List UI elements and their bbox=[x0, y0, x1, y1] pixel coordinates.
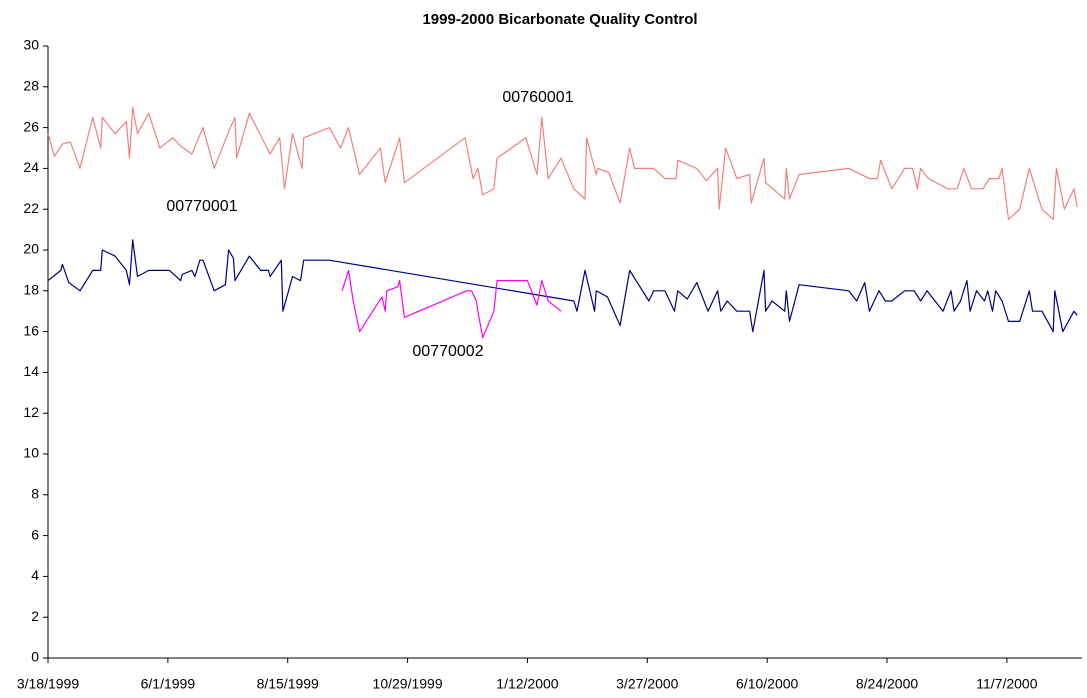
y-tick-label: 28 bbox=[23, 78, 39, 94]
series-line bbox=[341, 269, 562, 339]
y-tick-label: 10 bbox=[23, 445, 39, 461]
x-tick-label: 8/24/2000 bbox=[856, 676, 918, 692]
y-tick-label: 6 bbox=[31, 526, 39, 542]
y-tick-label: 4 bbox=[31, 567, 39, 583]
series-label: 00770002 bbox=[412, 343, 483, 360]
series-label: 00770001 bbox=[166, 198, 237, 215]
x-tick-label: 6/10/2000 bbox=[736, 676, 798, 692]
y-tick-label: 14 bbox=[23, 363, 39, 379]
x-tick-label: 1/12/2000 bbox=[496, 676, 558, 692]
y-tick-label: 30 bbox=[23, 37, 39, 53]
y-tick-label: 20 bbox=[23, 241, 39, 257]
x-tick-label: 3/27/2000 bbox=[616, 676, 678, 692]
x-tick-label: 3/18/1999 bbox=[17, 676, 79, 692]
y-tick-label: 22 bbox=[23, 200, 39, 216]
y-tick-label: 26 bbox=[23, 118, 39, 134]
y-tick-label: 0 bbox=[31, 649, 39, 665]
series-label: 00760001 bbox=[502, 89, 573, 106]
y-tick-label: 12 bbox=[23, 404, 39, 420]
y-tick-label: 16 bbox=[23, 322, 39, 338]
series-line bbox=[47, 106, 1078, 220]
x-tick-label: 10/29/1999 bbox=[373, 676, 443, 692]
y-tick-label: 2 bbox=[31, 608, 39, 624]
x-tick-label: 6/1/1999 bbox=[141, 676, 196, 692]
x-tick-label: 8/15/1999 bbox=[257, 676, 319, 692]
chart-title: 1999-2000 Bicarbonate Quality Control bbox=[422, 11, 697, 28]
x-tick-label: 11/7/2000 bbox=[976, 676, 1037, 692]
series-line bbox=[47, 239, 1078, 333]
y-tick-label: 18 bbox=[23, 282, 39, 298]
y-tick-label: 8 bbox=[31, 486, 39, 502]
y-tick-label: 24 bbox=[23, 159, 39, 175]
